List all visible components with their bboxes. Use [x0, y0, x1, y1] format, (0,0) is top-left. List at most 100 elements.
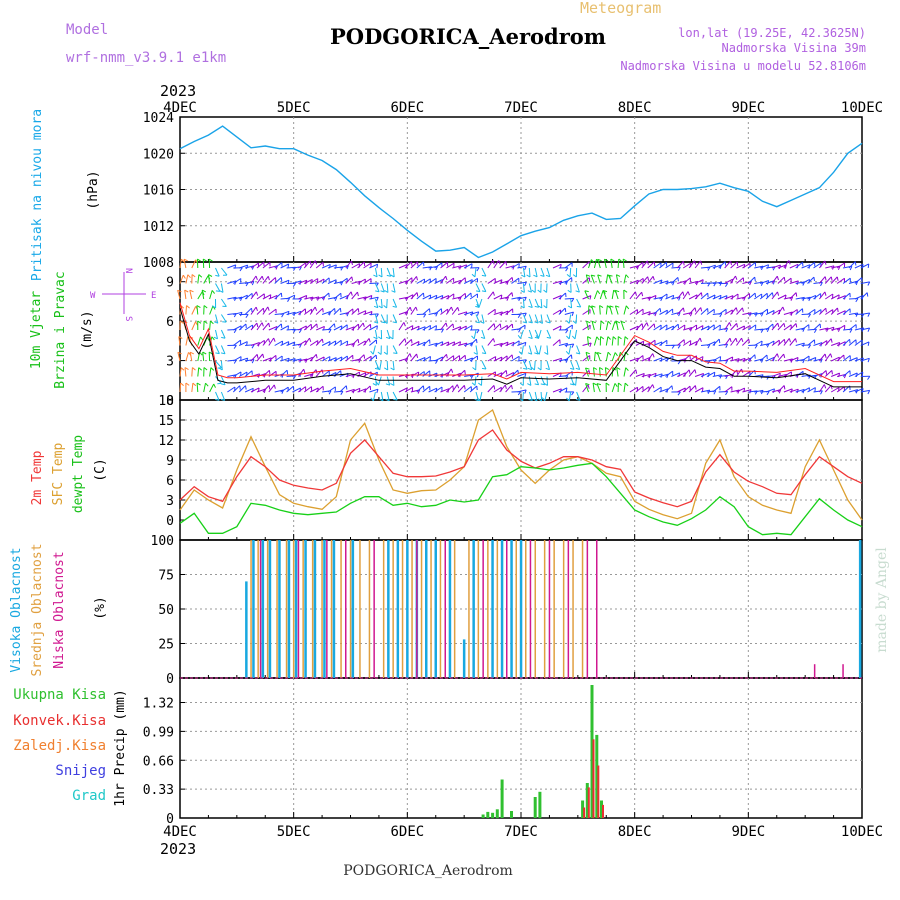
wind-barb	[522, 283, 525, 293]
wind-barb	[546, 345, 549, 355]
wind-barb	[765, 356, 775, 362]
cloud-bar	[250, 540, 252, 678]
wind-barb	[333, 356, 343, 362]
wind-barb	[671, 344, 681, 346]
wind-barb	[321, 277, 330, 284]
wind-barb	[458, 342, 468, 346]
wind-barb	[404, 386, 413, 393]
wind-barb	[363, 278, 372, 284]
wind-barb	[493, 323, 501, 331]
wind-barb-flag	[783, 277, 786, 282]
wind-barb	[605, 305, 608, 315]
wind-barb-flag	[608, 274, 613, 277]
wind-barb	[860, 357, 870, 362]
wind-barb-flag	[624, 336, 629, 340]
wind-barb	[410, 371, 419, 377]
x-tick-label-top: 5DEC	[277, 100, 311, 116]
wind-barb	[860, 292, 868, 300]
wind-barb	[473, 329, 477, 339]
wind-barb	[244, 307, 252, 315]
wind-barb	[280, 369, 288, 377]
wind-barb	[440, 308, 449, 315]
wind-barb-flag	[761, 340, 763, 346]
wind-barb-flag	[867, 263, 870, 268]
wind-barb-flag	[687, 291, 690, 296]
wind-barb	[724, 278, 733, 284]
wind-barb	[304, 308, 312, 315]
wind-barb	[801, 355, 810, 362]
x-tick-label-bottom: 6DEC	[390, 824, 424, 840]
wind-barb	[848, 280, 858, 284]
wind-barb	[831, 342, 840, 346]
wind-barb-flag	[493, 323, 496, 328]
wind-barb	[315, 325, 325, 331]
y-tick-label: 1020	[143, 147, 174, 162]
wind-barb-flag	[527, 352, 532, 355]
wind-barb	[836, 324, 846, 331]
wind-barb	[238, 341, 248, 346]
wind-barb-flag	[571, 391, 575, 396]
wind-barb-flag	[614, 352, 618, 357]
wind-barb	[546, 329, 552, 339]
wind-barb	[724, 260, 731, 269]
wind-barb-flag	[476, 311, 480, 316]
wind-barb	[280, 386, 289, 393]
wind-barb	[357, 296, 367, 300]
wind-barb	[189, 352, 193, 362]
wind-barb-flag	[417, 261, 419, 266]
cloud-ylabel-mid: Srednja Oblacnost	[30, 543, 45, 676]
wind-barb	[593, 259, 597, 269]
wind-barb	[262, 385, 270, 393]
x-tick-label-bottom: 9DEC	[731, 824, 765, 840]
wind-barb	[440, 322, 447, 331]
wind-barb	[493, 342, 503, 346]
lonlat-text: lon,lat (19.25E, 42.3625N)	[678, 26, 866, 40]
wind-barb	[552, 263, 562, 269]
wind-barb-flag	[589, 295, 592, 300]
wind-barb-flag	[725, 343, 729, 348]
wind-barb-flag	[293, 295, 296, 300]
wind-barb	[521, 345, 524, 355]
wind-barb	[748, 324, 756, 331]
wind-barb	[795, 308, 803, 315]
wind-barb	[771, 264, 781, 269]
wind-barb	[807, 276, 815, 284]
wind-barb	[603, 259, 607, 269]
wind-barb	[197, 367, 200, 377]
cloud-bar	[430, 540, 432, 678]
wind-barb	[569, 267, 572, 278]
wind-barb	[274, 262, 283, 269]
wind-barb	[298, 386, 306, 393]
wind-barb	[783, 388, 793, 393]
wind-barb	[677, 324, 686, 331]
wind-barb	[185, 352, 189, 362]
wind-barb	[380, 391, 384, 401]
wind-barb-flag	[616, 274, 621, 277]
wind-barb	[250, 322, 258, 331]
wind-barb-flag	[383, 351, 388, 355]
wind-barb-flag	[505, 370, 508, 375]
wind-barb-flag	[251, 281, 255, 286]
wind-barb	[262, 306, 269, 315]
wind-barb	[440, 341, 449, 346]
wind-barb-flag	[570, 354, 573, 359]
wind-barb	[345, 276, 353, 284]
wind-barb-flag	[233, 345, 237, 349]
wind-barb-flag	[537, 367, 542, 371]
wind-barb	[268, 337, 275, 346]
wind-barb	[505, 372, 514, 377]
wind-barb-flag	[481, 352, 486, 355]
wind-barb-flag	[788, 338, 791, 343]
wind-barb	[339, 277, 348, 284]
wind-barb	[570, 298, 573, 309]
wind-barb-flag	[416, 276, 418, 281]
wind-barb	[309, 260, 316, 269]
wind-barb	[410, 261, 418, 269]
wind-barb	[209, 320, 211, 331]
wind-barb	[736, 387, 745, 393]
wind-barb	[357, 354, 365, 362]
wind-barb	[641, 356, 651, 362]
wind-barb	[848, 324, 857, 331]
wind-barb-flag	[368, 338, 371, 343]
wind-barb	[493, 356, 503, 362]
